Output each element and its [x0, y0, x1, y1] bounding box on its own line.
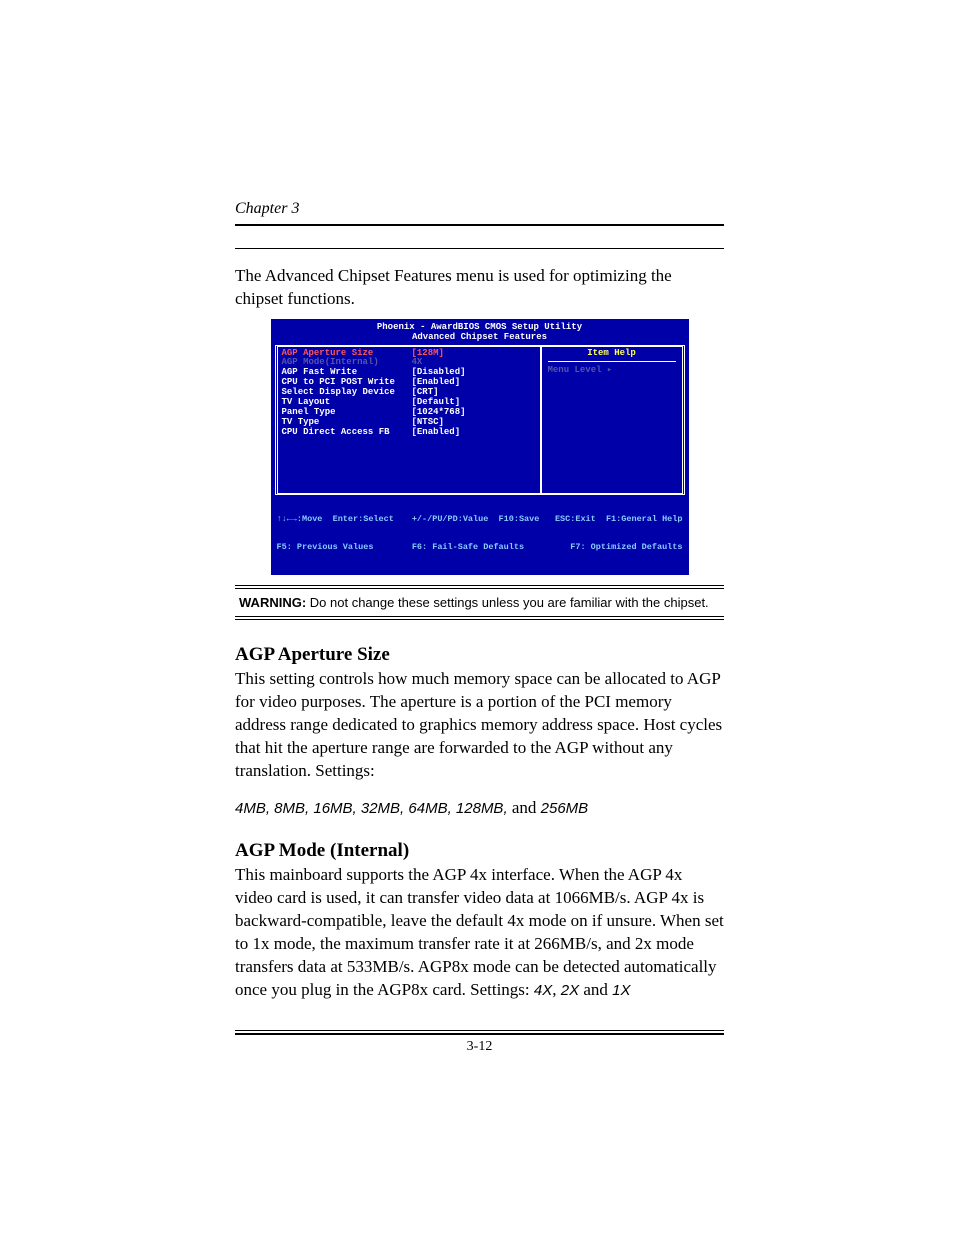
bios-setting-row: CPU Direct Access FB[Enabled] — [282, 428, 536, 438]
bios-screenshot: Phoenix - AwardBIOS CMOS Setup Utility A… — [271, 319, 689, 575]
section1-body: This setting controls how much memory sp… — [235, 668, 724, 783]
section1-settings: 4MB, 8MB, 16MB, 32MB, 64MB, 128MB, and 2… — [235, 798, 724, 818]
section1-settings-and: and — [508, 798, 541, 817]
section1-settings-last: 256MB — [541, 800, 589, 817]
section2-body: This mainboard supports the AGP 4x inter… — [235, 864, 724, 1002]
section2-s1: 4X — [534, 982, 552, 999]
bios-footer-2b: F6: Fail-Safe Defaults — [412, 543, 547, 552]
section1-heading: AGP Aperture Size — [235, 644, 724, 666]
bios-settings-pane: AGP Aperture Size[128M]AGP Mode(Internal… — [278, 347, 540, 493]
bios-footer: ↑↓←→:Move Enter:Select F5: Previous Valu… — [271, 495, 689, 576]
section2-sep1: , — [552, 980, 561, 999]
warning-text: Do not change these settings unless you … — [306, 595, 709, 610]
bios-menu-level: Menu Level ▸ — [548, 366, 676, 376]
section1-settings-list: 4MB, 8MB, 16MB, 32MB, 64MB, 128MB, — [235, 800, 508, 817]
footer-rule-thick — [235, 1033, 724, 1035]
bios-setting-row: Panel Type[1024*768] — [282, 408, 536, 418]
section2-s3: 1X — [612, 982, 630, 999]
bios-footer-3a: ESC:Exit F1:General Help — [547, 515, 682, 524]
bios-title-line2: Advanced Chipset Features — [271, 332, 689, 342]
bios-setting-label: CPU Direct Access FB — [282, 428, 412, 438]
chapter-label: Chapter 3 — [235, 200, 724, 218]
bios-title: Phoenix - AwardBIOS CMOS Setup Utility A… — [271, 319, 689, 345]
bios-setting-value: [Enabled] — [412, 428, 461, 438]
bios-footer-1a: ↑↓←→:Move Enter:Select — [277, 515, 412, 524]
bios-footer-2a: +/-/PU/PD:Value F10:Save — [412, 515, 547, 524]
section2-sep2: and — [579, 980, 612, 999]
section2-s2: 2X — [561, 982, 579, 999]
bios-help-title: Item Help — [548, 349, 676, 363]
rule-top-thin — [235, 248, 724, 249]
warning-box: WARNING: Do not change these settings un… — [235, 589, 724, 616]
bios-footer-3b: F7: Optimized Defaults — [547, 543, 682, 552]
section2-body-text: This mainboard supports the AGP 4x inter… — [235, 865, 724, 999]
page-number: 3-12 — [235, 1039, 724, 1055]
bios-help-pane: Item Help Menu Level ▸ — [540, 347, 682, 493]
section2-heading: AGP Mode (Internal) — [235, 840, 724, 862]
warning-label: WARNING: — [239, 595, 306, 610]
bios-footer-1b: F5: Previous Values — [277, 543, 412, 552]
bios-title-line1: Phoenix - AwardBIOS CMOS Setup Utility — [271, 322, 689, 332]
intro-text: The Advanced Chipset Features menu is us… — [235, 265, 724, 311]
warning-bottom-rule — [235, 616, 724, 620]
